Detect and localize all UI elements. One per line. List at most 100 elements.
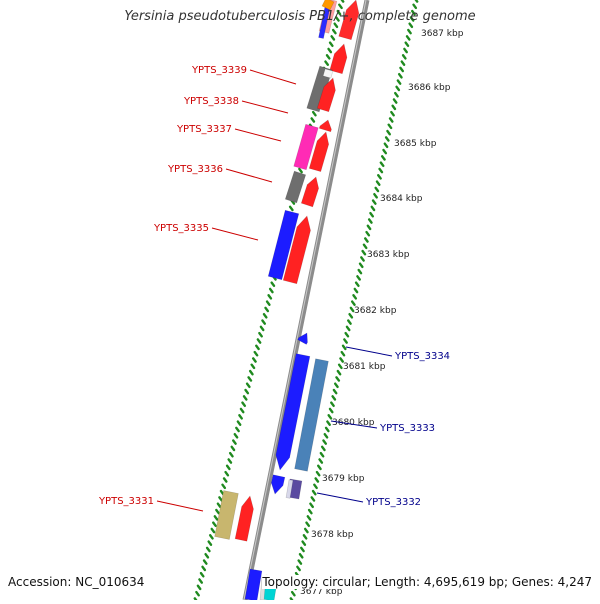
gene-label[interactable]: YPTS_3336 bbox=[167, 164, 223, 175]
gene-label-leader bbox=[234, 128, 282, 142]
inner-tick bbox=[335, 376, 341, 382]
gene-feature-white bbox=[322, 68, 334, 79]
outer-tick bbox=[333, 22, 339, 29]
inner-tick bbox=[388, 117, 394, 123]
inner-tick bbox=[383, 142, 389, 149]
inner-tick bbox=[358, 262, 364, 269]
inner-tick bbox=[290, 590, 296, 597]
gene-label[interactable]: YPTS_3337 bbox=[176, 124, 232, 135]
inner-tick bbox=[302, 534, 308, 540]
outer-tick bbox=[232, 439, 237, 445]
genome-summary-text: Topology: circular; Length: 4,695,619 bp… bbox=[262, 575, 592, 589]
outer-tick bbox=[340, 0, 345, 3]
outer-tick bbox=[210, 527, 216, 534]
outer-tick bbox=[233, 432, 239, 439]
outer-tick bbox=[328, 41, 334, 48]
inner-tick bbox=[412, 3, 418, 10]
inner-tick bbox=[400, 60, 406, 66]
inner-tick bbox=[379, 161, 385, 168]
outer-tick bbox=[256, 338, 262, 344]
inner-tick bbox=[309, 502, 314, 509]
outer-tick bbox=[259, 325, 265, 332]
inner-tick bbox=[306, 515, 312, 521]
kbp-scale-label: 3685 kbp bbox=[394, 139, 437, 149]
outer-tick bbox=[225, 464, 231, 471]
inner-tick bbox=[380, 155, 386, 161]
outer-tick bbox=[208, 534, 214, 540]
outer-tick bbox=[264, 306, 270, 313]
inner-tick bbox=[344, 331, 350, 338]
gene-label[interactable]: YPTS_3335 bbox=[153, 223, 209, 234]
kbp-scale-label: 3677 kbp bbox=[300, 587, 343, 597]
gene-feature-blue bbox=[275, 353, 311, 471]
gene-feature-orange bbox=[321, 0, 335, 11]
gene-label[interactable]: YPTS_3339 bbox=[191, 65, 247, 76]
inner-tick bbox=[319, 451, 325, 458]
gene-label-leader bbox=[156, 500, 204, 512]
gene-feature-gray bbox=[306, 65, 333, 113]
outer-tick bbox=[221, 483, 227, 490]
gene-label[interactable]: YPTS_3331 bbox=[98, 496, 154, 507]
outer-tick bbox=[250, 363, 256, 370]
inner-tick bbox=[301, 540, 307, 546]
gene-label[interactable]: YPTS_3333 bbox=[379, 423, 435, 434]
gene-feature-lavender bbox=[285, 479, 294, 499]
inner-tick bbox=[300, 546, 305, 553]
gene-feature-red bbox=[234, 495, 254, 542]
inner-tick bbox=[397, 72, 403, 79]
outer-tick bbox=[244, 388, 250, 395]
inner-tick bbox=[384, 136, 390, 142]
outer-tick bbox=[216, 502, 222, 509]
outer-tick bbox=[198, 578, 204, 584]
outer-tick bbox=[227, 458, 233, 464]
inner-tick bbox=[305, 521, 311, 528]
inner-tick bbox=[345, 325, 351, 332]
inner-tick bbox=[362, 243, 368, 250]
inner-tick bbox=[371, 199, 377, 205]
inner-tick bbox=[401, 54, 407, 60]
kbp-scale-label: 3681 kbp bbox=[343, 362, 386, 372]
inner-tick bbox=[399, 66, 405, 73]
inner-tick bbox=[369, 211, 375, 218]
inner-tick bbox=[350, 300, 356, 306]
inner-tick bbox=[331, 395, 337, 401]
outer-tick bbox=[310, 117, 316, 123]
inner-tick bbox=[297, 559, 303, 565]
gene-feature-blue-small bbox=[297, 332, 308, 345]
outer-tick bbox=[215, 508, 220, 515]
outer-tick bbox=[236, 420, 242, 426]
inner-tick bbox=[320, 445, 326, 452]
inner-tick bbox=[408, 22, 414, 29]
gene-label[interactable]: YPTS_3338 bbox=[183, 96, 239, 107]
backbone-highlight bbox=[243, 0, 367, 601]
outer-tick bbox=[235, 426, 240, 433]
gene-feature-blue-small bbox=[271, 474, 286, 495]
inner-tick bbox=[386, 129, 391, 136]
inner-tick bbox=[317, 464, 322, 471]
inner-tick bbox=[374, 186, 380, 193]
inner-tick bbox=[354, 281, 360, 288]
gene-feature-red bbox=[316, 77, 336, 113]
inner-tick bbox=[403, 47, 408, 54]
outer-tick bbox=[336, 9, 342, 16]
outer-tick bbox=[195, 590, 200, 597]
gene-label[interactable]: YPTS_3334 bbox=[394, 351, 450, 362]
inner-tick bbox=[347, 319, 352, 325]
outer-tick bbox=[212, 521, 217, 528]
inner-tick bbox=[328, 407, 334, 414]
inner-tick bbox=[315, 470, 321, 477]
outer-tick bbox=[251, 357, 257, 363]
gene-feature-magenta bbox=[293, 123, 319, 171]
inner-tick bbox=[387, 123, 393, 130]
outer-tick bbox=[222, 477, 228, 483]
inner-tick bbox=[349, 306, 355, 313]
outer-tick bbox=[202, 559, 208, 565]
inner-tick bbox=[298, 552, 304, 559]
inner-tick bbox=[322, 439, 328, 445]
kbp-scale-label: 3678 kbp bbox=[311, 530, 354, 540]
inner-tick bbox=[353, 287, 359, 294]
inner-tick bbox=[404, 41, 410, 48]
outer-tick bbox=[265, 300, 271, 306]
gene-label[interactable]: YPTS_3332 bbox=[365, 497, 421, 508]
outer-tick bbox=[196, 584, 202, 591]
